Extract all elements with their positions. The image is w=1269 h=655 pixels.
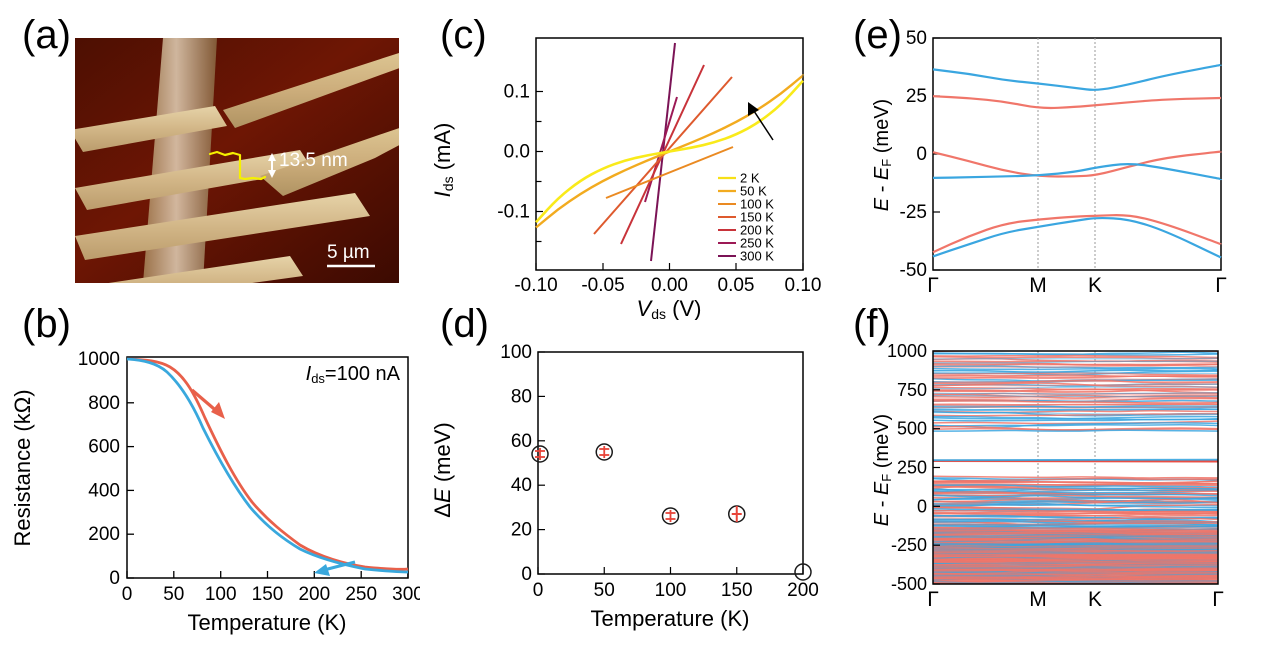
svg-text:M: M xyxy=(1029,274,1047,297)
svg-text:200: 200 xyxy=(88,524,120,545)
svg-text:-500: -500 xyxy=(891,574,927,594)
svg-text:400: 400 xyxy=(88,480,120,501)
svg-text:250: 250 xyxy=(345,584,377,605)
svg-text:0.10: 0.10 xyxy=(785,275,822,296)
svg-text:13.5 nm: 13.5 nm xyxy=(279,150,348,171)
svg-text:500: 500 xyxy=(897,419,927,439)
svg-text:100: 100 xyxy=(500,342,532,363)
svg-text:-250: -250 xyxy=(891,535,927,555)
svg-text:Temperature (K): Temperature (K) xyxy=(591,606,750,631)
svg-text:Γ: Γ xyxy=(927,588,939,611)
svg-text:ΔE (meV): ΔE (meV) xyxy=(430,422,455,517)
svg-text:Γ: Γ xyxy=(1212,588,1224,611)
svg-text:E - EF (meV): E - EF (meV) xyxy=(871,99,894,211)
svg-text:Ids=100 nA: Ids=100 nA xyxy=(306,363,401,386)
svg-text:50: 50 xyxy=(163,584,184,605)
svg-text:K: K xyxy=(1088,274,1102,297)
svg-text:40: 40 xyxy=(511,475,532,496)
svg-text:200: 200 xyxy=(787,580,819,601)
svg-text:Ids (mA): Ids (mA) xyxy=(430,123,456,198)
svg-text:300 K: 300 K xyxy=(740,249,774,264)
svg-text:60: 60 xyxy=(511,431,532,452)
svg-text:50: 50 xyxy=(594,580,615,601)
svg-text:750: 750 xyxy=(897,380,927,400)
svg-text:200: 200 xyxy=(298,584,330,605)
svg-text:Γ: Γ xyxy=(927,274,939,297)
svg-text:0: 0 xyxy=(916,144,927,165)
svg-text:0: 0 xyxy=(122,584,133,605)
svg-text:0: 0 xyxy=(917,496,927,516)
svg-text:1000: 1000 xyxy=(887,341,927,361)
svg-text:5 µm: 5 µm xyxy=(327,242,370,263)
svg-text:50: 50 xyxy=(906,28,927,49)
svg-text:M: M xyxy=(1029,588,1047,611)
svg-text:25: 25 xyxy=(906,86,927,107)
svg-text:100: 100 xyxy=(205,584,237,605)
svg-text:-50: -50 xyxy=(900,260,927,281)
svg-text:300: 300 xyxy=(392,584,420,605)
svg-text:-0.10: -0.10 xyxy=(514,275,557,296)
svg-text:0.05: 0.05 xyxy=(718,275,755,296)
svg-text:-25: -25 xyxy=(900,202,927,223)
svg-text:100: 100 xyxy=(655,580,687,601)
svg-text:-0.1: -0.1 xyxy=(497,202,530,223)
svg-text:Γ: Γ xyxy=(1215,274,1227,297)
svg-text:250: 250 xyxy=(897,458,927,478)
svg-text:Resistance (kΩ): Resistance (kΩ) xyxy=(10,389,35,546)
svg-text:80: 80 xyxy=(511,386,532,407)
svg-text:Temperature (K): Temperature (K) xyxy=(188,610,347,635)
svg-text:600: 600 xyxy=(88,437,120,458)
svg-text:E - EF (meV): E - EF (meV) xyxy=(871,414,894,526)
svg-text:-0.05: -0.05 xyxy=(581,275,624,296)
svg-text:0: 0 xyxy=(109,568,120,589)
svg-text:800: 800 xyxy=(88,393,120,414)
svg-text:0.00: 0.00 xyxy=(651,275,688,296)
svg-text:150: 150 xyxy=(252,584,284,605)
svg-text:0: 0 xyxy=(533,580,544,601)
svg-text:0.1: 0.1 xyxy=(504,82,530,103)
svg-text:0.0: 0.0 xyxy=(504,142,530,163)
svg-text:150: 150 xyxy=(721,580,753,601)
svg-text:20: 20 xyxy=(511,520,532,541)
svg-text:K: K xyxy=(1088,588,1102,611)
svg-text:0: 0 xyxy=(521,564,532,585)
svg-text:1000: 1000 xyxy=(78,349,120,370)
